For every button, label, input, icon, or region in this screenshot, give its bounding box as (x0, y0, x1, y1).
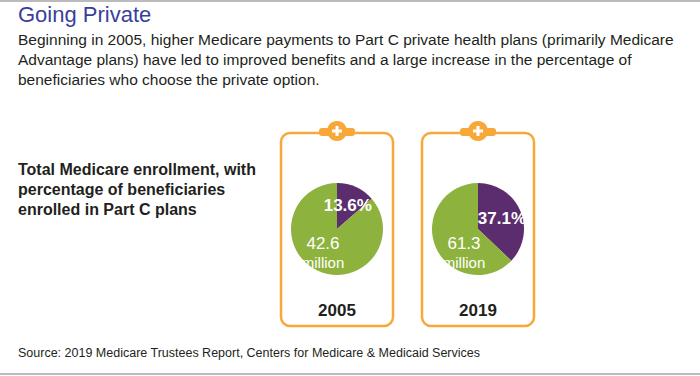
svg-text:2019: 2019 (459, 301, 497, 320)
svg-text:million: million (302, 254, 345, 271)
html-text:Total Medicare enrollment, wit: Total Medicare enrollment, with percenta… (18, 161, 256, 218)
svg-text:37.1%: 37.1% (478, 209, 526, 228)
html-text:Beginning in 2005, higher Medi: Beginning in 2005, higher Medicare payme… (18, 31, 674, 88)
html-text:Going Private: Going Private (18, 2, 152, 27)
svg-text:61.3: 61.3 (447, 234, 480, 253)
html-text:Source: 2019 Medicare Trustees: Source: 2019 Medicare Trustees Report, C… (18, 346, 480, 360)
svg-text:13.6%: 13.6% (324, 196, 372, 215)
svg-text:2005: 2005 (318, 301, 356, 320)
svg-text:42.6: 42.6 (306, 234, 339, 253)
svg-text:million: million (443, 254, 486, 271)
